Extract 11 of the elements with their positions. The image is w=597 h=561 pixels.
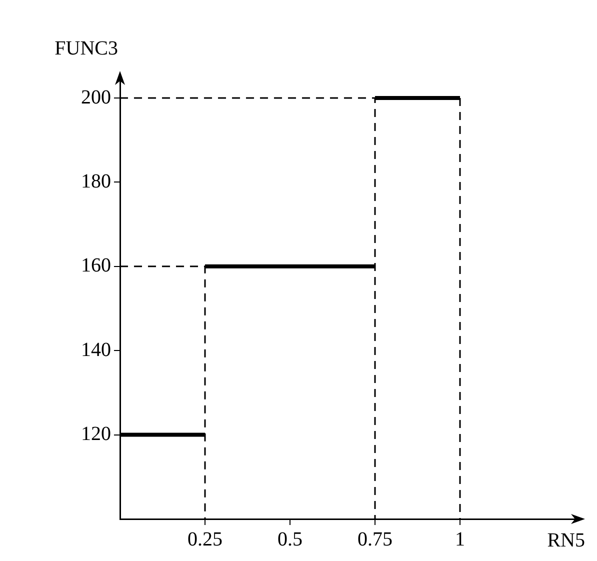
y-axis-title: FUNC3 [54,37,118,60]
y-tick-label: 160 [81,254,111,277]
x-tick-label: 0.75 [358,528,392,550]
y-tick-label: 120 [81,423,111,446]
x-tick-label: 1 [455,528,465,550]
y-tick-label: 140 [81,338,111,361]
y-tick-label: 180 [81,170,111,192]
x-axis-title: RN5 [547,529,585,552]
x-tick-label: 0.25 [188,528,222,550]
x-tick-label: 0.5 [278,528,302,550]
y-tick-label: 200 [81,86,111,108]
